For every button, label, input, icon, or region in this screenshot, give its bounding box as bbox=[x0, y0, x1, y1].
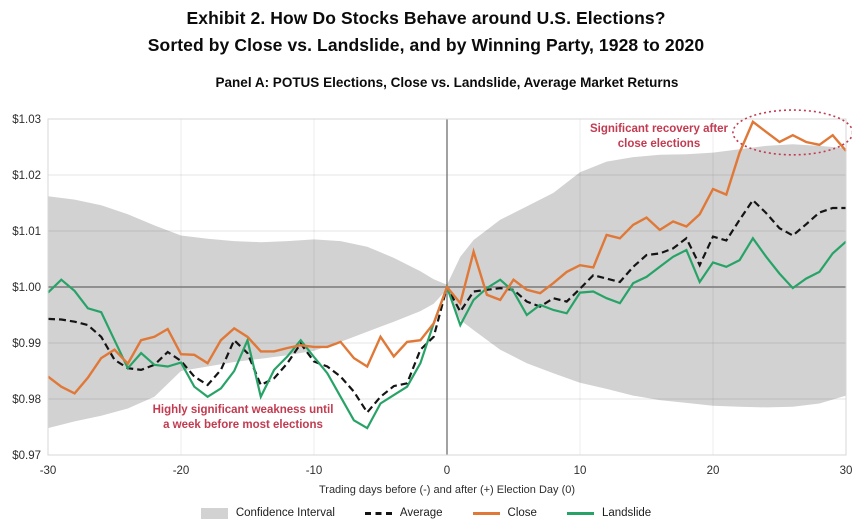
annotation-recovery: Significant recovery after close electio… bbox=[549, 122, 769, 152]
legend-label-confidence-interval: Confidence Interval bbox=[235, 507, 335, 519]
confidence-interval-swatch bbox=[200, 507, 228, 519]
y-axis-tick-label: $0.98 bbox=[12, 394, 41, 406]
legend-item-average: Average bbox=[364, 507, 443, 519]
annotation-weakness-line2: a week before most elections bbox=[163, 419, 323, 431]
legend-label-landslide: Landslide bbox=[601, 507, 652, 519]
annotation-weakness: Highly significant weakness until a week… bbox=[120, 403, 366, 433]
y-axis-tick-label: $1.02 bbox=[12, 170, 41, 182]
legend: Confidence Interval Average Close Landsl… bbox=[0, 507, 852, 519]
y-axis-tick-label: $0.99 bbox=[12, 338, 41, 350]
close-line bbox=[47, 119, 847, 395]
x-axis-tick-label: 0 bbox=[444, 465, 450, 477]
plot-border bbox=[47, 118, 847, 456]
legend-label-average: Average bbox=[399, 507, 443, 519]
x-axis-tick-label: -20 bbox=[173, 465, 190, 477]
x-axis-title: Trading days before (-) and after (+) El… bbox=[319, 484, 575, 496]
x-axis-tick-label: 20 bbox=[707, 465, 720, 477]
panel-title: Panel A: POTUS Elections, Close vs. Land… bbox=[215, 75, 679, 90]
y-axis-tick-label: $1.03 bbox=[12, 114, 41, 126]
exhibit-title-line2: Sorted by Close vs. Landslide, and by Wi… bbox=[147, 35, 705, 55]
annotation-recovery-line1: Significant recovery after bbox=[589, 123, 729, 135]
y-axis-tick-label: $1.01 bbox=[12, 226, 41, 238]
x-axis-tick-label: -10 bbox=[306, 465, 323, 477]
exhibit-title: Exhibit 2. How Do Stocks Behave around U… bbox=[0, 5, 852, 59]
y-axis-tick-label: $0.97 bbox=[12, 450, 41, 462]
recovery-highlight-ellipse bbox=[732, 109, 852, 156]
y-axis-tick-label: $1.00 bbox=[12, 282, 41, 294]
landslide-line-swatch bbox=[566, 511, 594, 515]
x-axis-tick-label: 10 bbox=[574, 465, 587, 477]
legend-item-confidence-interval: Confidence Interval bbox=[200, 507, 335, 519]
x-axis-tick-label: -30 bbox=[40, 465, 57, 477]
x-axis-tick-label: 30 bbox=[840, 465, 852, 477]
legend-item-landslide: Landslide bbox=[566, 507, 652, 519]
annotation-weakness-line1: Highly significant weakness until bbox=[152, 404, 334, 416]
exhibit-title-line1: Exhibit 2. How Do Stocks Behave around U… bbox=[186, 8, 666, 28]
legend-item-close: Close bbox=[472, 507, 537, 519]
legend-label-close: Close bbox=[507, 507, 537, 519]
annotation-recovery-line2: close elections bbox=[617, 138, 701, 150]
average-dashed-line-swatch bbox=[364, 511, 392, 515]
close-line-swatch bbox=[472, 511, 500, 515]
